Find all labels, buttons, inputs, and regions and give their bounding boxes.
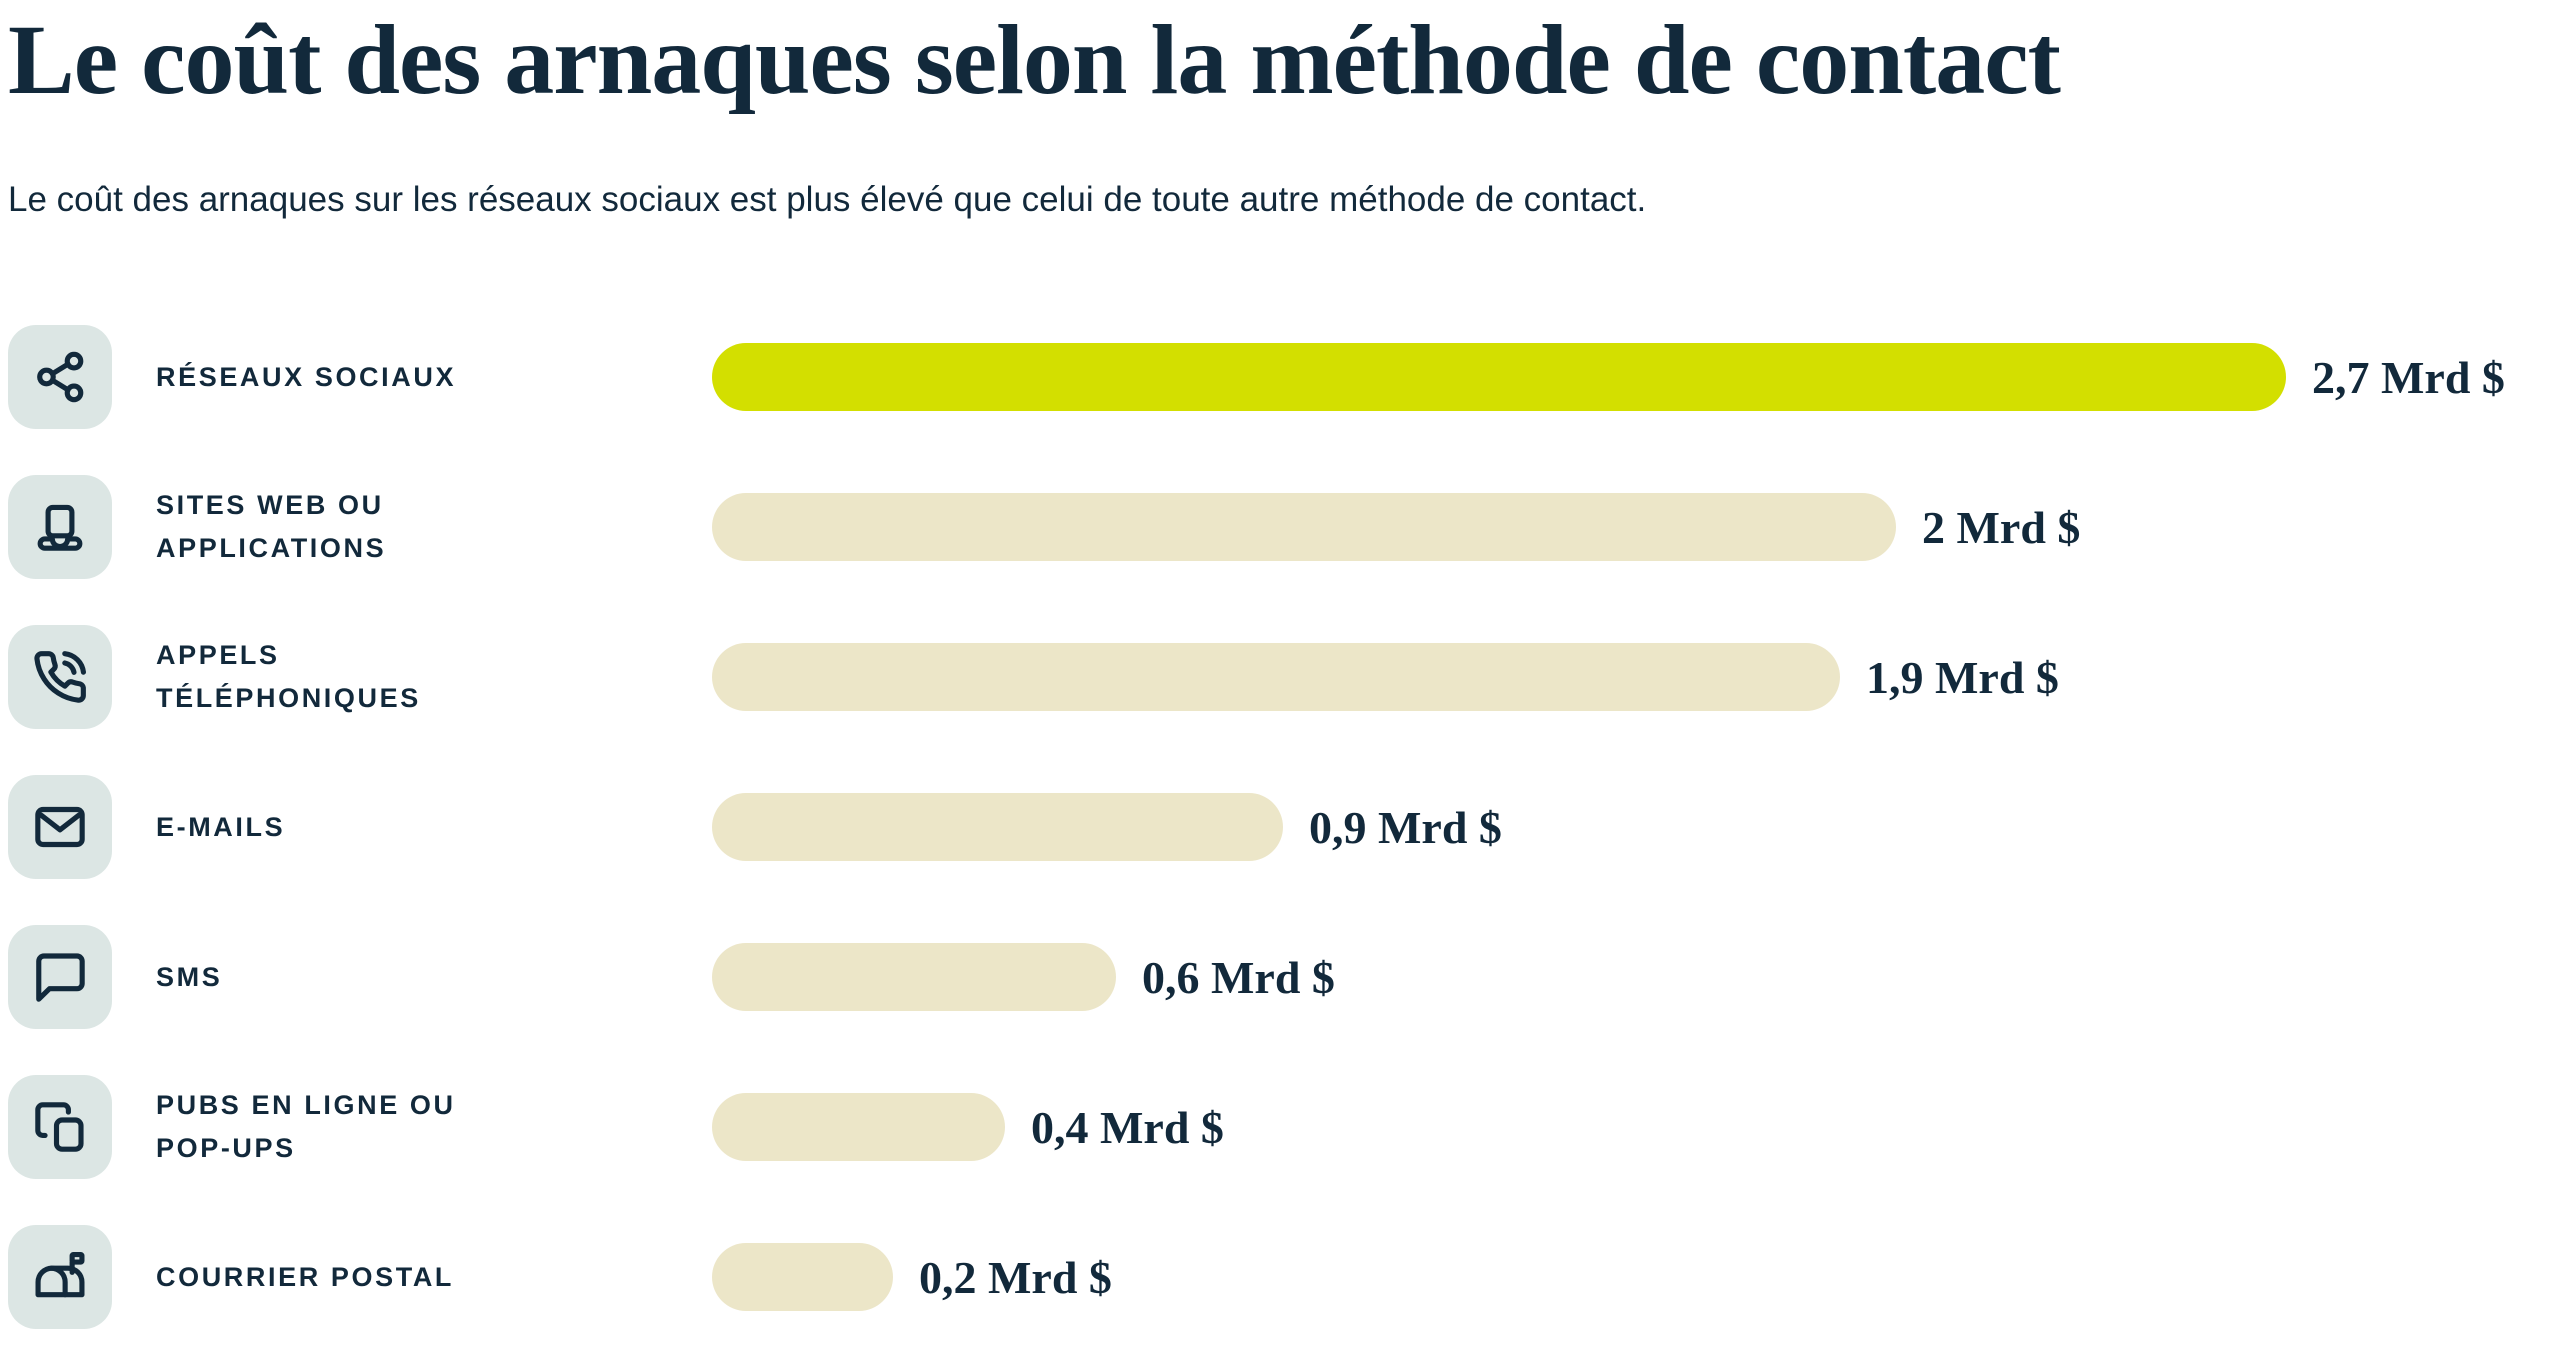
category-label: E-MAILS (156, 811, 286, 842)
icon-box (8, 325, 112, 430)
value-label: 2 Mrd $ (1922, 501, 2081, 553)
bar-track: 2 Mrd $ (712, 493, 2550, 562)
chart-row: PUBS EN LIGNE OU POP-UPS 0,4 Mrd $ (8, 1075, 2550, 1180)
value-label: 1,9 Mrd $ (1866, 651, 2059, 703)
phone-call-icon (34, 651, 87, 703)
category-label: SITES WEB OU APPLICATIONS (156, 490, 387, 564)
category-label: SMS (156, 961, 223, 992)
value-label: 0,2 Mrd $ (919, 1251, 1112, 1303)
mailbox-icon (35, 1252, 85, 1298)
bar (712, 1093, 1005, 1162)
value-label: 0,4 Mrd $ (1031, 1101, 1224, 1153)
chart-row: E-MAILS 0,9 Mrd $ (8, 775, 2550, 880)
chart-row: COURRIER POSTAL 0,2 Mrd $ (8, 1225, 2550, 1330)
chart-row: SMS 0,6 Mrd $ (8, 925, 2550, 1030)
icon-box (8, 625, 112, 730)
mail-icon (35, 807, 85, 848)
bar-track: 0,9 Mrd $ (712, 793, 2550, 862)
popup-windows-icon (35, 1102, 84, 1152)
message-bubble-icon (36, 953, 85, 1002)
bar-track: 2,7 Mrd $ (712, 343, 2550, 412)
page-title: Le coût des arnaques selon la méthode de… (8, 4, 2061, 115)
icon-box (8, 475, 112, 580)
value-label: 0,6 Mrd $ (1142, 951, 1335, 1003)
chart-row: RÉSEAUX SOCIAUX 2,7 Mrd $ (8, 325, 2550, 430)
category-label: PUBS EN LIGNE OU POP-UPS (156, 1090, 456, 1164)
bar-track: 1,9 Mrd $ (712, 643, 2550, 712)
chart-row: APPELS TÉLÉPHONIQUES 1,9 Mrd $ (8, 625, 2550, 730)
icon-box (8, 775, 112, 880)
bar (712, 643, 1840, 712)
share-icon (37, 352, 84, 403)
bar-track: 0,4 Mrd $ (712, 1093, 2550, 1162)
bar (712, 793, 1283, 862)
laptop-icon (37, 505, 83, 552)
bar-track: 0,6 Mrd $ (712, 943, 2550, 1012)
bar-chart: RÉSEAUX SOCIAUX 2,7 Mrd $ SITES WEB OU A… (8, 325, 2550, 1330)
icon-box (8, 1225, 112, 1330)
bar (712, 1243, 893, 1312)
bar (712, 493, 1896, 562)
value-label: 2,7 Mrd $ (2312, 351, 2505, 403)
chart-row: SITES WEB OU APPLICATIONS 2 Mrd $ (8, 475, 2550, 580)
page-subtitle: Le coût des arnaques sur les réseaux soc… (8, 180, 1647, 219)
category-label: COURRIER POSTAL (156, 1261, 455, 1292)
value-label: 0,9 Mrd $ (1309, 801, 1502, 853)
bar-track: 0,2 Mrd $ (712, 1243, 2550, 1312)
icon-box (8, 925, 112, 1030)
bar (712, 343, 2286, 412)
category-label: APPELS TÉLÉPHONIQUES (156, 640, 421, 714)
bar (712, 943, 1116, 1012)
category-label: RÉSEAUX SOCIAUX (156, 361, 457, 392)
icon-box (8, 1075, 112, 1180)
